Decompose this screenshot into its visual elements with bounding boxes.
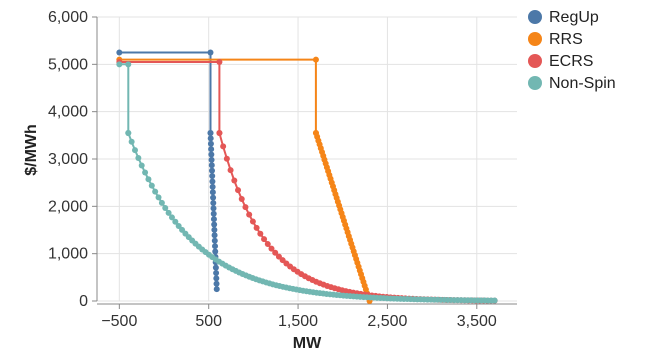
ecrs-point — [216, 129, 223, 136]
legend-swatch-rrs — [528, 32, 542, 46]
regup-point — [213, 270, 220, 277]
ecrs-point — [235, 187, 242, 194]
legend-label-ecrs: ECRS — [549, 53, 593, 70]
regup-point — [210, 194, 217, 201]
non-spin-point — [142, 169, 149, 176]
ecrs-point — [268, 245, 275, 252]
regup-point — [211, 221, 218, 228]
y-axis-title: $/MWh — [23, 124, 40, 176]
ecrs-line — [119, 61, 495, 302]
legend-swatch-non-spin — [528, 76, 542, 90]
ecrs-point — [227, 167, 234, 174]
regup-point — [211, 226, 218, 233]
legend-label-rrs: RRS — [549, 31, 583, 48]
regup-point — [208, 146, 215, 153]
regup-point — [211, 232, 218, 239]
non-spin-point — [152, 188, 159, 195]
non-spin-point — [155, 194, 162, 201]
regup-point — [210, 216, 217, 223]
regup-point — [209, 178, 216, 185]
non-spin-point — [165, 209, 172, 216]
regup-point — [207, 49, 214, 56]
ecrs-point — [275, 253, 282, 260]
regup-point — [207, 140, 214, 147]
regup-point — [213, 275, 220, 282]
non-spin-point — [158, 199, 165, 206]
axes-layer: 0 1,000 2,000 3,000 4,000 5,000 6,000 −500 500 1,… — [48, 9, 517, 330]
x-tick-label: −500 — [101, 313, 137, 330]
regup-point — [207, 129, 214, 136]
x-tick-label: 500 — [195, 313, 222, 330]
ecrs-point — [257, 230, 264, 237]
non-spin-point — [145, 176, 152, 183]
y-tick-label: 1,000 — [48, 246, 88, 263]
legend-label-regup: RegUp — [549, 9, 599, 26]
non-spin-point — [175, 222, 182, 229]
rrs-point — [312, 56, 319, 63]
ecrs-point — [223, 155, 230, 162]
legend-label-non-spin: Non-Spin — [549, 75, 616, 92]
regup-point — [212, 248, 219, 255]
non-spin-point — [131, 147, 138, 154]
ecrs-point — [261, 236, 268, 243]
ecrs-point — [264, 241, 271, 248]
x-tick-label: 1,500 — [278, 313, 318, 330]
regup-point — [211, 237, 218, 244]
x-axis-title: MW — [293, 335, 322, 352]
legend: RegUp RRS ECRS Non-Spin — [528, 9, 616, 92]
regup-point — [209, 183, 216, 190]
y-tick-label: 4,000 — [48, 104, 88, 121]
x-tick-label: 3,500 — [457, 313, 497, 330]
regup-point — [209, 173, 216, 180]
regup-point — [208, 156, 215, 163]
ecrs-point — [272, 249, 279, 256]
ecrs-point — [220, 143, 227, 150]
regup-point — [210, 199, 217, 206]
regup-point — [209, 189, 216, 196]
non-spin-point — [125, 129, 132, 136]
non-spin-point — [128, 138, 135, 145]
regup-point — [212, 243, 219, 250]
ecrs-point — [246, 211, 253, 218]
y-tick-label: 6,000 — [48, 9, 88, 26]
non-spin-point — [138, 162, 145, 169]
ecrs-point — [242, 204, 249, 211]
regup-point — [116, 49, 123, 56]
x-tick-label: 2,500 — [367, 313, 407, 330]
ecrs-point — [216, 58, 223, 65]
regup-point — [208, 167, 215, 174]
regup-point — [212, 264, 219, 271]
regup-point — [213, 286, 220, 293]
non-spin-point — [148, 182, 155, 189]
non-spin-point — [116, 61, 123, 68]
legend-swatch-ecrs — [528, 54, 542, 68]
legend-swatch-regup — [528, 10, 542, 24]
ecrs-point — [249, 218, 256, 225]
non-spin-point — [125, 61, 132, 68]
y-tick-label: 3,000 — [48, 151, 88, 168]
ecrs-point — [231, 177, 238, 184]
non-spin-point — [168, 214, 175, 221]
regup-point — [207, 135, 214, 142]
ecrs-point — [238, 196, 245, 203]
series-layer — [116, 49, 498, 304]
regup-point — [210, 210, 217, 217]
non-spin-point — [135, 154, 142, 161]
regup-point — [208, 162, 215, 169]
non-spin-point — [172, 218, 179, 225]
regup-point — [210, 205, 217, 212]
y-tick-label: 2,000 — [48, 198, 88, 215]
regup-point — [208, 151, 215, 158]
y-tick-label: 5,000 — [48, 56, 88, 73]
non-spin-point — [162, 204, 169, 211]
non-spin-line — [119, 63, 495, 302]
non-spin-point — [491, 297, 498, 304]
ecrs-point — [253, 224, 260, 231]
regup-point — [213, 280, 220, 287]
y-tick-label: 0 — [79, 293, 88, 310]
